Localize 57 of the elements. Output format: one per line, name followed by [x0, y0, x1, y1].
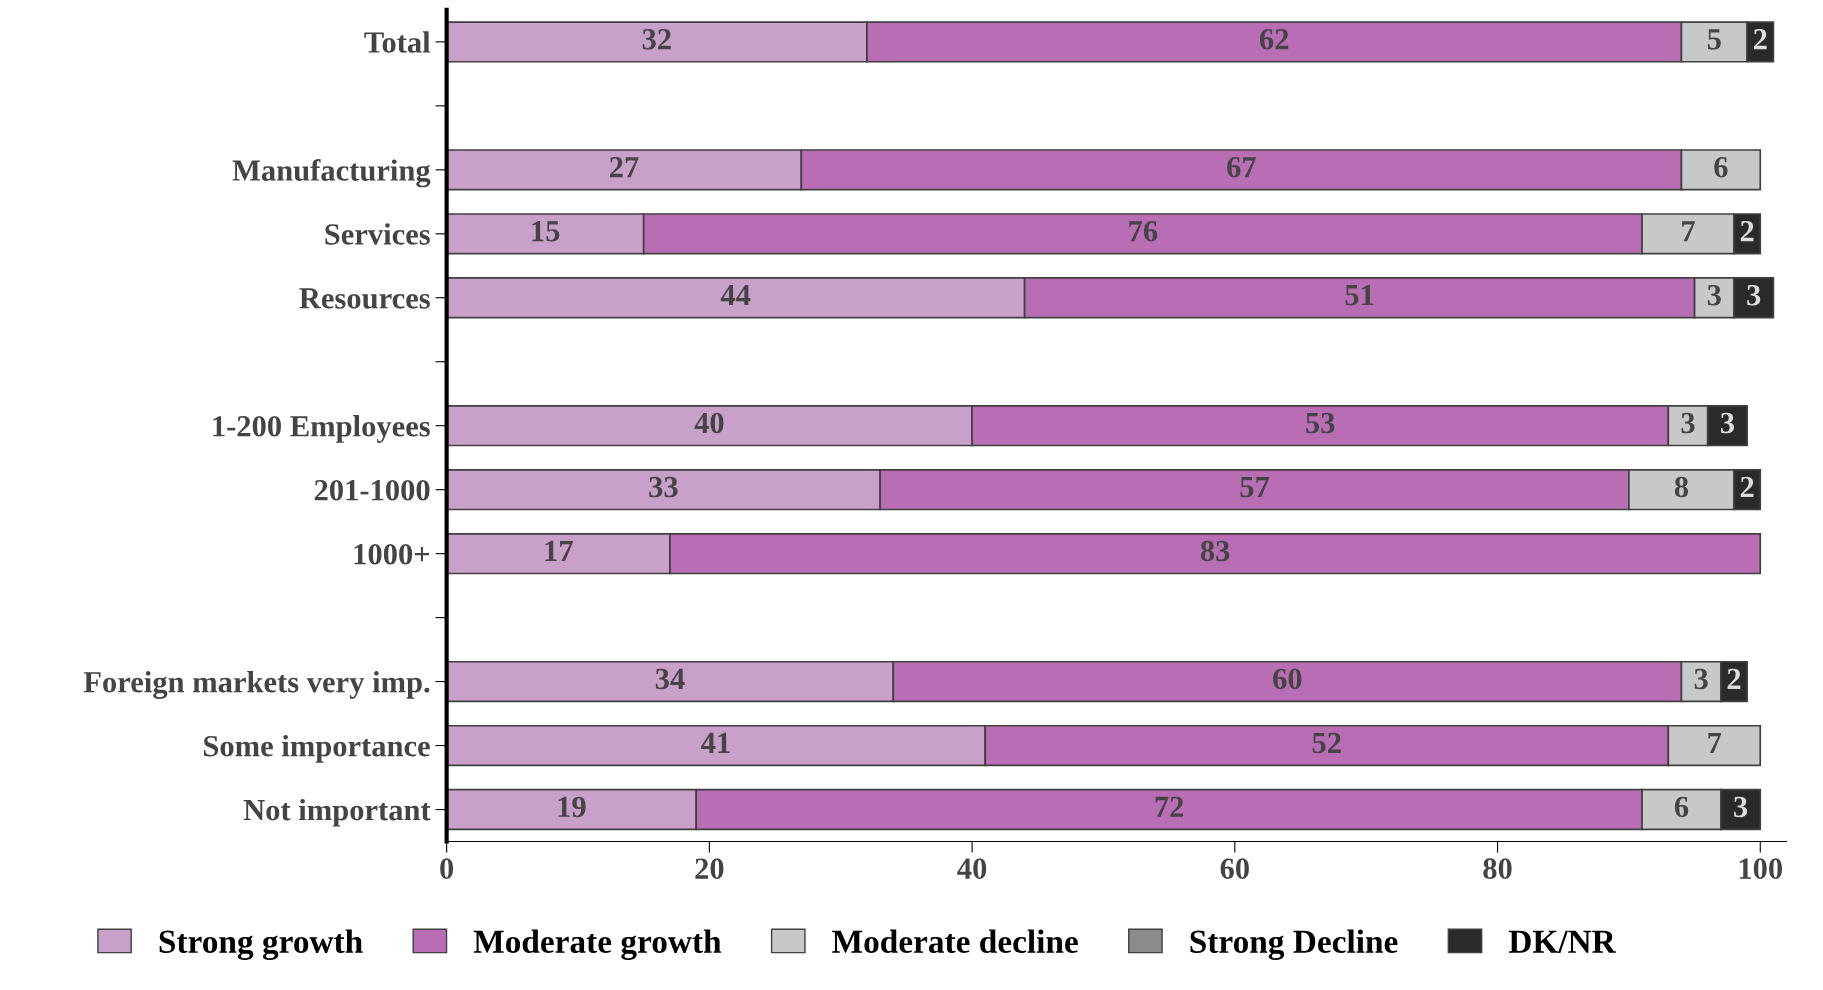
x-tick-label: 100 [1739, 858, 1783, 879]
data-label: 76 [1129, 220, 1158, 242]
data-label: 2 [1727, 668, 1741, 689]
data-label: 67 [1227, 156, 1256, 178]
data-label: 34 [655, 668, 685, 690]
data-label: 3 [1681, 412, 1695, 434]
x-tick-label: 60 [1220, 858, 1249, 879]
data-label: 53 [1306, 412, 1335, 434]
data-label: 2 [1753, 29, 1767, 50]
data-label: 83 [1200, 540, 1230, 562]
data-label: 44 [720, 285, 751, 306]
x-tick-label: 0 [440, 858, 454, 879]
data-label: 8 [1674, 476, 1689, 498]
data-label: 7 [1708, 732, 1722, 753]
data-label: 57 [1240, 477, 1270, 498]
data-label: 3 [1707, 284, 1721, 306]
legend-label: Moderate growth [473, 929, 722, 960]
legend-label: Strong Decline [1190, 929, 1398, 960]
data-label: 19 [558, 796, 586, 818]
data-label: 41 [701, 732, 730, 753]
data-label: 60 [1273, 668, 1302, 690]
data-label: 17 [545, 540, 573, 561]
y-tick-label: Resources [299, 288, 430, 309]
y-tick-label: 201-1000 [314, 479, 430, 501]
data-label: 15 [532, 220, 560, 242]
data-label: 3 [1720, 412, 1735, 434]
data-label: 2 [1740, 476, 1754, 498]
y-tick-label: Some importance [204, 734, 430, 763]
data-label: 3 [1747, 284, 1761, 306]
data-label: 40 [694, 412, 724, 434]
y-tick-label: Manufacturing [232, 159, 431, 188]
data-label: 52 [1312, 732, 1341, 754]
data-label: 6 [1714, 156, 1728, 178]
data-label: 51 [1345, 284, 1374, 306]
data-label: 27 [609, 156, 639, 178]
data-label: 6 [1674, 796, 1689, 818]
data-label: 7 [1682, 221, 1695, 242]
y-tick-label: Services [325, 223, 430, 245]
legend-label: Strong growth [159, 929, 363, 960]
legend-label: Moderate decline [832, 929, 1078, 953]
data-label: 2 [1740, 220, 1754, 242]
data-label: 3 [1734, 796, 1748, 818]
x-tick-label: 40 [957, 858, 987, 879]
y-tick-label: Not important [243, 798, 431, 827]
data-label: 33 [649, 476, 678, 498]
data-label: 72 [1155, 796, 1184, 817]
x-tick-label: 80 [1483, 858, 1512, 879]
data-label: 5 [1707, 29, 1721, 50]
data-label: 62 [1259, 29, 1289, 50]
legend-label: DK/NR [1508, 930, 1617, 953]
y-tick-label: 1-200 Employees [213, 415, 430, 443]
y-tick-label: Total [364, 31, 431, 53]
x-tick-label: 20 [695, 858, 724, 879]
y-tick-label: Foreign markets very imp. [83, 670, 430, 699]
y-tick-label: 1000+ [354, 543, 430, 565]
data-label: 3 [1694, 668, 1708, 690]
data-label: 32 [642, 29, 671, 50]
